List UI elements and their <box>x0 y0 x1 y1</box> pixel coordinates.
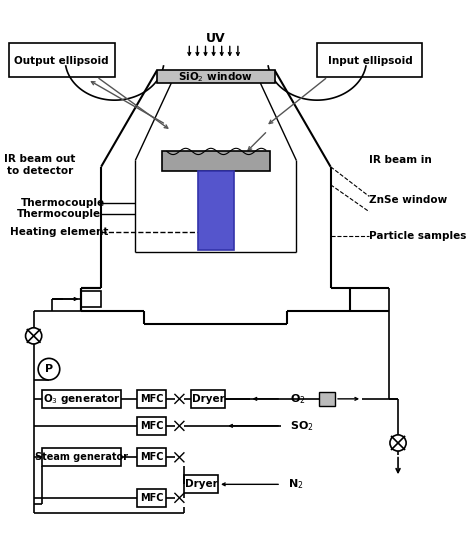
Text: MFC: MFC <box>140 493 163 503</box>
Bar <box>191 390 225 408</box>
Bar <box>137 417 166 435</box>
Text: IR beam in: IR beam in <box>369 156 432 165</box>
Text: IR beam out
to detector: IR beam out to detector <box>4 154 76 176</box>
Text: O$_2$: O$_2$ <box>290 392 306 406</box>
Text: N$_2$: N$_2$ <box>288 478 304 491</box>
Bar <box>137 489 166 507</box>
Text: Input ellipsoid: Input ellipsoid <box>328 55 412 66</box>
Text: Dryer: Dryer <box>185 479 218 490</box>
Bar <box>42 390 121 408</box>
Text: Thermocouple: Thermocouple <box>17 208 101 219</box>
Text: UV: UV <box>206 32 225 45</box>
Text: SO$_2$: SO$_2$ <box>290 419 314 433</box>
Text: MFC: MFC <box>140 421 163 431</box>
Bar <box>42 448 121 466</box>
Bar <box>319 392 335 406</box>
Text: Thermocouple: Thermocouple <box>21 197 105 208</box>
Bar <box>162 151 270 171</box>
Text: ZnSe window: ZnSe window <box>369 195 447 205</box>
Text: Dryer: Dryer <box>192 394 225 404</box>
Circle shape <box>390 435 406 451</box>
Bar <box>157 71 275 83</box>
Text: Output ellipsoid: Output ellipsoid <box>14 55 109 66</box>
Bar <box>82 291 101 307</box>
Text: P: P <box>45 364 53 374</box>
Text: Steam generator: Steam generator <box>35 453 128 462</box>
Bar <box>9 44 115 77</box>
Text: MFC: MFC <box>140 394 163 404</box>
Bar <box>317 44 422 77</box>
Text: Heating element: Heating element <box>9 227 108 237</box>
Bar <box>137 390 166 408</box>
Bar <box>137 448 166 466</box>
Text: O$_3$ generator: O$_3$ generator <box>43 392 120 406</box>
Bar <box>198 171 234 250</box>
Circle shape <box>38 358 60 380</box>
Text: SiO$_2$ window: SiO$_2$ window <box>178 70 253 84</box>
Text: MFC: MFC <box>140 453 163 462</box>
Bar <box>184 475 218 493</box>
Text: Particle samples: Particle samples <box>369 231 466 241</box>
